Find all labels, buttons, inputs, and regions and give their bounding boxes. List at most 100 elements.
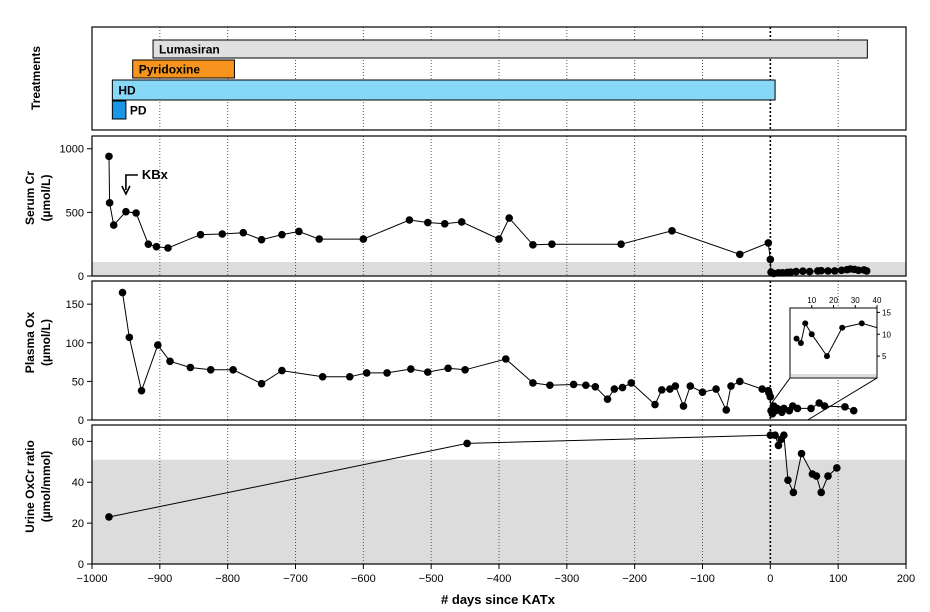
inset-x-tick-label: 40: [873, 296, 882, 305]
panel-frame: [91, 26, 907, 131]
data-point: [152, 242, 161, 251]
data-point: [383, 369, 391, 377]
inset-y-tick-label: 10: [882, 330, 891, 339]
data-point: [841, 403, 849, 411]
data-point: [137, 386, 146, 395]
data-point: [805, 267, 814, 276]
inset-baseline-band: [791, 374, 876, 377]
data-point: [407, 365, 415, 373]
data-point: [206, 366, 215, 374]
x-tick-label: −400: [487, 573, 512, 585]
data-point: [671, 382, 680, 390]
data-point: [824, 267, 832, 275]
data-point: [617, 240, 625, 248]
treatment-label-pyridoxine: Pyridoxine: [139, 63, 201, 77]
y-tick-label: 0: [78, 271, 84, 283]
plasma-ox-panel: 0 50 100 150 Plasma Ox (µmol/L) 10 20 30 40 5 10 15: [23, 280, 907, 427]
x-tick-label: −900: [147, 573, 172, 585]
data-point: [792, 267, 800, 276]
inset-x-tick-label: 30: [851, 296, 860, 305]
data-point: [423, 368, 432, 376]
x-tick-label: 200: [897, 573, 915, 585]
x-tick-label: −600: [351, 573, 376, 585]
data-point: [722, 406, 731, 414]
y-axis-label: Serum Cr (µmol/L): [23, 171, 53, 225]
inset-data-point: [839, 324, 846, 331]
inset-x-tick-label: 10: [807, 296, 816, 305]
data-point: [505, 214, 513, 222]
data-point: [548, 240, 556, 248]
data-point: [218, 230, 227, 238]
inset-y-tick-label: 5: [882, 352, 887, 361]
kbx-arrowhead: [121, 185, 131, 196]
data-point: [686, 382, 695, 390]
inset-data-point: [808, 331, 815, 338]
data-point: [546, 381, 554, 390]
data-point: [495, 235, 503, 243]
data-point: [278, 230, 286, 239]
data-point: [229, 366, 237, 374]
data-point: [793, 404, 802, 413]
inset-y-tick-label: 15: [882, 308, 891, 317]
data-point: [423, 218, 432, 227]
data-point: [345, 372, 354, 381]
data-point: [405, 216, 414, 224]
x-tick-label: 0: [767, 573, 773, 585]
data-point: [440, 220, 449, 228]
inset-series-line: [796, 321, 878, 358]
data-point: [807, 404, 815, 413]
y-tick-label: 0: [78, 415, 84, 427]
data-point: [780, 431, 788, 440]
data-point: [109, 221, 118, 229]
data-point: [122, 207, 130, 216]
data-point: [830, 267, 839, 275]
data-point: [766, 255, 775, 264]
inset-data-point: [858, 320, 865, 327]
x-tick-label: −200: [622, 573, 647, 585]
data-point: [764, 239, 773, 247]
data-point: [824, 472, 832, 480]
inset-connector-line: [807, 377, 878, 421]
y-axis-label-unit: (µmol/L): [39, 319, 53, 366]
x-tick-label: −800: [215, 573, 240, 585]
treatment-bar-hd: [111, 79, 776, 101]
y-tick-label: 50: [72, 376, 84, 388]
data-point: [758, 385, 766, 393]
y-tick-label: 20: [72, 518, 84, 530]
data-point: [463, 439, 471, 448]
y-tick-label: 500: [66, 207, 84, 219]
data-point: [118, 288, 127, 297]
data-point: [812, 472, 821, 480]
data-point: [461, 366, 469, 374]
data-point: [105, 152, 113, 161]
data-point: [833, 464, 841, 472]
data-point: [651, 400, 659, 409]
data-point: [582, 381, 590, 390]
data-point: [712, 385, 720, 393]
data-point: [457, 218, 466, 226]
data-point: [359, 235, 368, 243]
x-tick-label: −100: [690, 573, 715, 585]
treatment-bar-lumasiran: [152, 39, 868, 59]
data-point: [125, 333, 134, 342]
inset-x-tick-label: 20: [829, 296, 838, 305]
data-point: [849, 406, 858, 415]
data-point: [278, 366, 286, 375]
data-point: [736, 250, 744, 259]
data-point: [295, 227, 303, 236]
series-line: [122, 292, 854, 416]
treatment-label-pd: PD: [130, 104, 147, 118]
data-point: [166, 357, 174, 366]
x-tick-label: 100: [829, 573, 847, 585]
y-axis-label: Urine OxCr ratio (µmol/mmol): [23, 440, 53, 533]
inset-data-point: [793, 335, 800, 342]
data-point: [591, 382, 600, 391]
data-point: [854, 266, 863, 275]
data-point: [144, 240, 153, 248]
inset-data-point: [802, 320, 809, 327]
y-axis-label-line: Treatments: [29, 46, 43, 110]
x-tick-label: −1000: [77, 573, 108, 585]
data-point: [627, 379, 636, 387]
